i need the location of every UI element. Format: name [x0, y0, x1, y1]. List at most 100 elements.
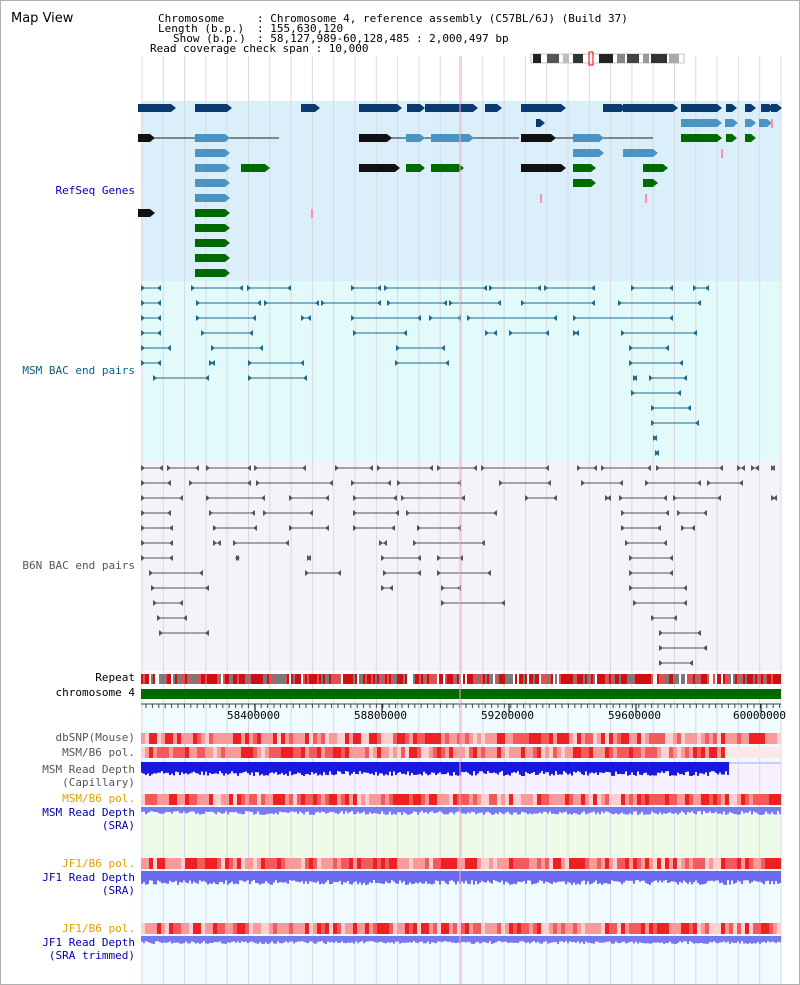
- depth-bar: [319, 871, 321, 885]
- pol-cell: [773, 747, 777, 758]
- pol-cell: [549, 858, 553, 869]
- msm-depth-capillary-label[interactable]: MSM Read Depth: [42, 763, 135, 776]
- depth-bar: [469, 936, 471, 943]
- depth-bar: [649, 936, 651, 944]
- depth-bar: [687, 871, 689, 884]
- depth-bar: [225, 762, 227, 774]
- gene-arrow: [420, 164, 425, 172]
- pol-cell: [193, 747, 197, 758]
- depth-bar: [519, 936, 521, 942]
- jf1-pol-label[interactable]: JF1/B6 pol.: [62, 857, 135, 870]
- bac-end: [377, 300, 381, 306]
- depth-bar: [499, 936, 501, 942]
- depth-bar: [329, 871, 331, 885]
- repeat-cell: [231, 674, 233, 684]
- depth-bar: [217, 871, 219, 885]
- pol-cell: [713, 923, 717, 934]
- gene-arrow: [540, 119, 545, 127]
- depth-bar: [163, 762, 165, 774]
- depth-bar: [161, 762, 163, 772]
- msm-bac-track-label[interactable]: MSM BAC end pairs: [22, 364, 135, 377]
- refseq-track-label[interactable]: RefSeq Genes: [55, 184, 135, 197]
- dbsnp-track-label[interactable]: dbSNP(Mouse): [55, 731, 135, 744]
- pol-cell: [421, 733, 425, 744]
- depth-bar: [543, 807, 545, 812]
- pol-cell: [205, 794, 209, 805]
- repeat-cell: [185, 674, 187, 684]
- pol-cell: [609, 733, 613, 744]
- pol-cell: [737, 733, 741, 744]
- depth-bar: [651, 871, 653, 883]
- bac-end: [141, 555, 145, 561]
- depth-bar: [177, 807, 179, 812]
- depth-bar: [443, 871, 445, 882]
- msm-b6-pol-label[interactable]: MSM/B6 pol.: [62, 746, 135, 759]
- depth-bar: [175, 762, 177, 772]
- depth-bar: [203, 871, 205, 881]
- depth-bar: [683, 936, 685, 942]
- pol-cell: [649, 733, 653, 744]
- depth-bar: [395, 762, 397, 775]
- depth-bar: [211, 871, 213, 884]
- depth-bar: [547, 871, 549, 883]
- bac-end: [683, 375, 687, 381]
- pol-cell: [709, 747, 713, 758]
- pol-cell: [357, 794, 361, 805]
- depth-bar: [403, 871, 405, 882]
- repeat-cell: [611, 674, 613, 684]
- pol-cell: [681, 733, 685, 744]
- pol-cell: [561, 923, 565, 934]
- depth-bar: [529, 807, 531, 814]
- repeat-cell: [217, 674, 219, 684]
- depth-bar: [437, 871, 439, 882]
- pol-cell: [409, 747, 413, 758]
- pol-cell: [337, 923, 341, 934]
- pol-cell: [249, 733, 253, 744]
- bac-end: [697, 300, 701, 306]
- pol-cell: [541, 747, 545, 758]
- bac-end: [397, 480, 401, 486]
- depth-bar: [413, 871, 415, 884]
- depth-bar: [739, 871, 741, 882]
- depth-bar: [349, 936, 351, 943]
- depth-bar: [309, 807, 311, 815]
- gene-arrow: [265, 164, 270, 172]
- repeat-cell: [601, 674, 603, 684]
- msm-b6-pol-sra-label[interactable]: MSM/B6 pol.: [62, 792, 135, 805]
- depth-bar: [265, 807, 267, 815]
- depth-bar: [729, 762, 781, 764]
- depth-bar: [755, 807, 757, 813]
- depth-bar: [291, 936, 293, 942]
- jf1-depth-label[interactable]: JF1 Read Depth: [42, 871, 135, 884]
- depth-bar: [517, 871, 519, 882]
- jf1-pol-trim-label[interactable]: JF1/B6 pol.: [62, 922, 135, 935]
- depth-bar: [499, 807, 501, 812]
- pol-cell: [353, 747, 357, 758]
- depth-bar: [451, 762, 453, 776]
- depth-bar: [701, 807, 703, 815]
- gene-arrow: [171, 104, 176, 112]
- pol-cell: [277, 733, 281, 744]
- depth-bar: [145, 936, 147, 942]
- pol-cell: [477, 747, 481, 758]
- depth-bar: [463, 762, 465, 773]
- depth-bar: [255, 807, 257, 815]
- b6n-bac-track-label[interactable]: B6N BAC end pairs: [22, 559, 135, 572]
- depth-bar: [771, 807, 773, 813]
- depth-bar: [681, 871, 683, 884]
- depth-bar: [709, 807, 711, 812]
- repeat-cell: [345, 674, 347, 684]
- jf1-depth-trim-label[interactable]: JF1 Read Depth: [42, 936, 135, 949]
- depth-bar: [427, 762, 429, 776]
- depth-bar: [361, 807, 363, 813]
- pol-cell: [513, 733, 517, 744]
- msm-depth-sra-label[interactable]: MSM Read Depth: [42, 806, 135, 819]
- pol-cell: [581, 733, 585, 744]
- depth-bar: [259, 936, 261, 943]
- pol-cell: [757, 923, 761, 934]
- repeat-cell: [675, 674, 677, 684]
- depth-bar: [463, 807, 465, 814]
- repeat-cell: [641, 674, 643, 684]
- pol-cell: [149, 858, 153, 869]
